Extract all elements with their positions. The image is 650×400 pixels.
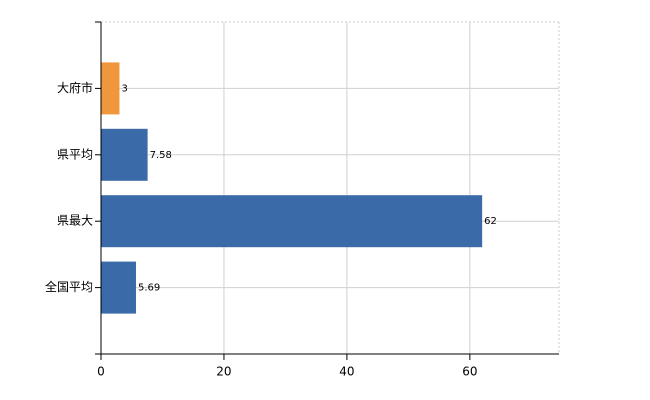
y-tick-label: 大府市 [57, 80, 93, 95]
value-label: 7.58 [150, 150, 172, 161]
value-label: 62 [484, 216, 497, 227]
x-tick-label: 40 [339, 365, 354, 379]
value-label: 3 [121, 83, 127, 94]
bar [101, 195, 483, 248]
value-label: 5.69 [138, 283, 160, 294]
x-tick-label: 0 [97, 365, 105, 379]
x-tick-label: 60 [462, 365, 477, 379]
bar [101, 128, 148, 181]
bar [101, 62, 120, 115]
y-tick-label: 全国平均 [45, 279, 93, 294]
x-tick-label: 20 [216, 365, 231, 379]
y-tick-label: 県最大 [57, 214, 93, 228]
bar [101, 261, 136, 314]
y-tick-label: 県平均 [57, 147, 93, 161]
